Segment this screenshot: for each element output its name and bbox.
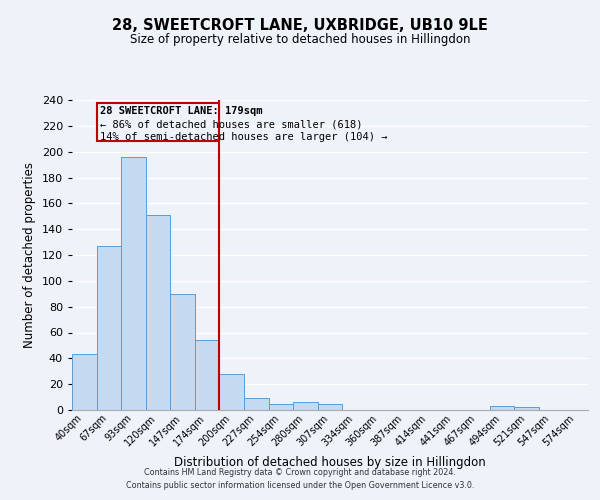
Text: Size of property relative to detached houses in Hillingdon: Size of property relative to detached ho… bbox=[130, 32, 470, 46]
Bar bbox=[121, 157, 146, 410]
Bar bbox=[293, 402, 318, 410]
Bar bbox=[195, 340, 220, 410]
Text: Contains HM Land Registry data © Crown copyright and database right 2024.: Contains HM Land Registry data © Crown c… bbox=[144, 468, 456, 477]
Y-axis label: Number of detached properties: Number of detached properties bbox=[23, 162, 36, 348]
Text: 28, SWEETCROFT LANE, UXBRIDGE, UB10 9LE: 28, SWEETCROFT LANE, UXBRIDGE, UB10 9LE bbox=[112, 18, 488, 32]
Bar bbox=[318, 404, 342, 410]
X-axis label: Distribution of detached houses by size in Hillingdon: Distribution of detached houses by size … bbox=[174, 456, 486, 469]
Bar bbox=[146, 215, 170, 410]
Bar bbox=[244, 398, 269, 410]
Text: 28 SWEETCROFT LANE: 179sqm: 28 SWEETCROFT LANE: 179sqm bbox=[100, 106, 262, 117]
Bar bbox=[514, 408, 539, 410]
Bar bbox=[220, 374, 244, 410]
Bar bbox=[72, 354, 97, 410]
FancyBboxPatch shape bbox=[97, 102, 220, 142]
Bar bbox=[269, 404, 293, 410]
Bar bbox=[490, 406, 514, 410]
Bar bbox=[170, 294, 195, 410]
Bar bbox=[97, 246, 121, 410]
Text: 14% of semi-detached houses are larger (104) →: 14% of semi-detached houses are larger (… bbox=[100, 132, 387, 142]
Text: ← 86% of detached houses are smaller (618): ← 86% of detached houses are smaller (61… bbox=[100, 120, 362, 130]
Text: Contains public sector information licensed under the Open Government Licence v3: Contains public sector information licen… bbox=[126, 480, 474, 490]
